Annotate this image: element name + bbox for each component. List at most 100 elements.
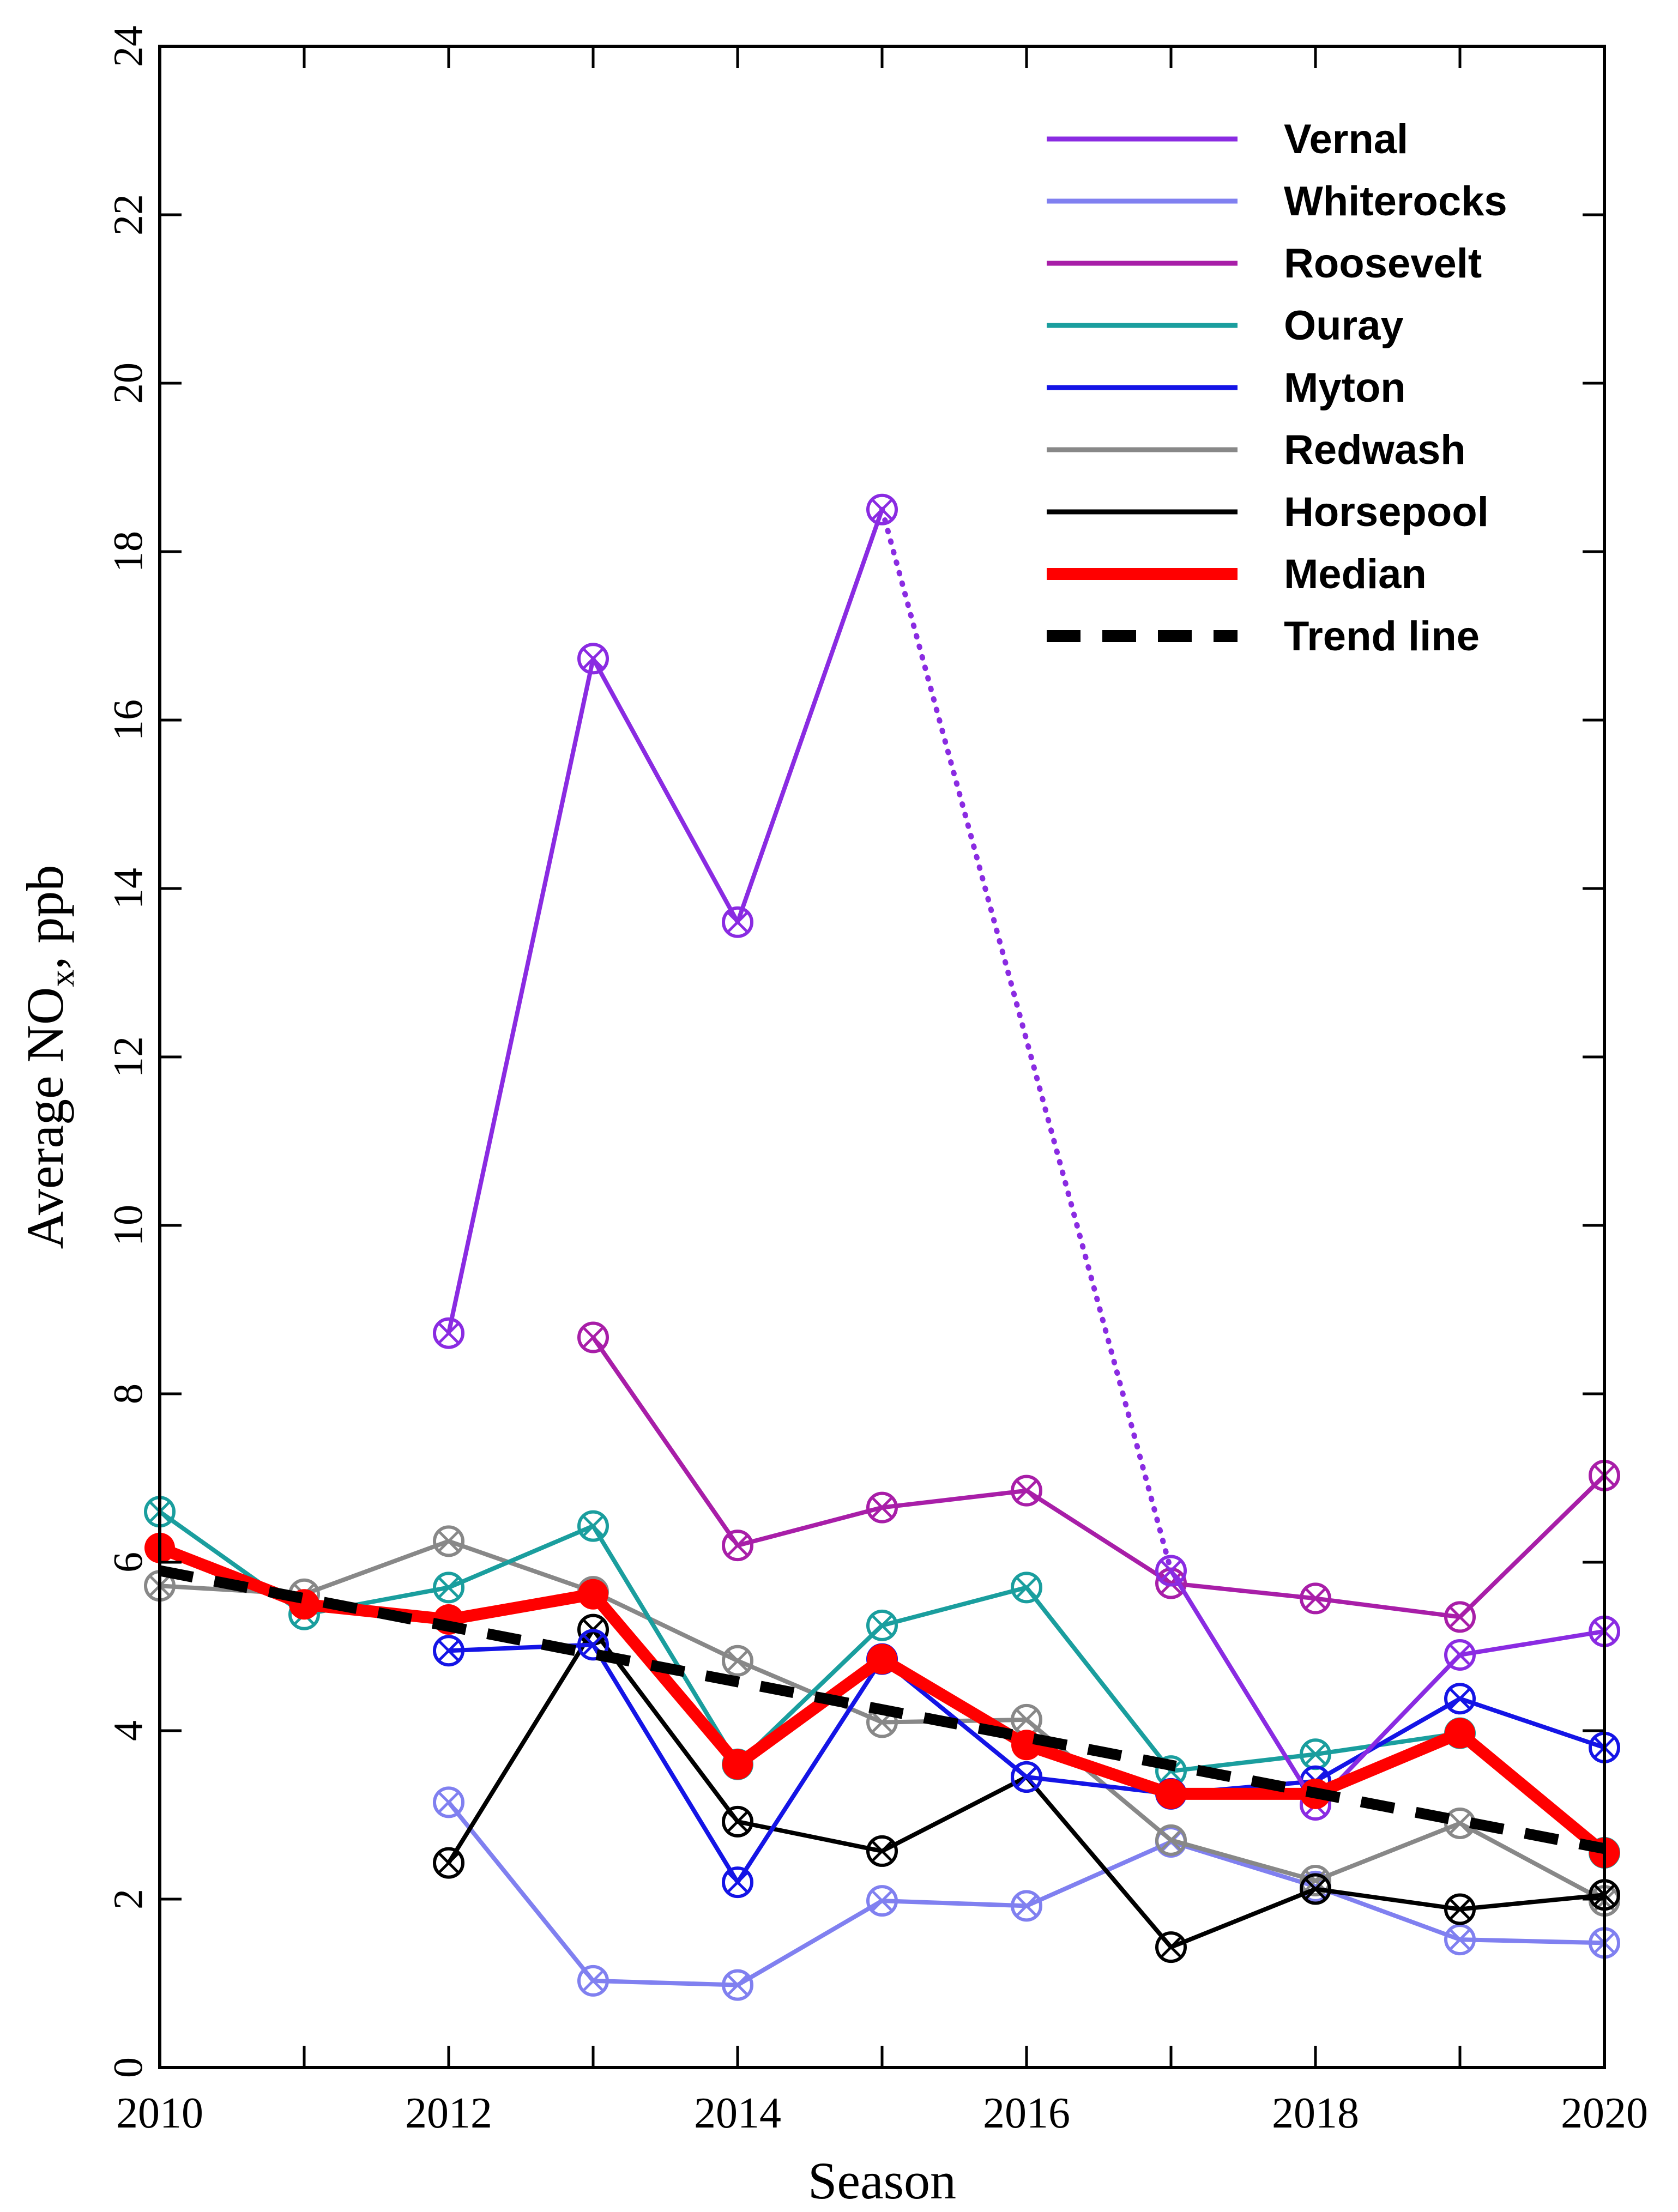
y-tick-label: 4 [105, 1720, 151, 1741]
series-segment-myton [1313, 1696, 1462, 1784]
series-segment-myton [591, 1642, 740, 1885]
data-point-median [867, 1643, 897, 1675]
data-point-whiterocks [1011, 1890, 1042, 1922]
data-point-ouray-cross-b [1160, 1760, 1182, 1782]
x-tick-label: 2018 [1272, 2089, 1359, 2137]
series-segment-horsepool [735, 1819, 884, 1853]
data-point-ouray-cross-b [437, 1576, 460, 1599]
data-point-whiterocks [722, 1969, 753, 2001]
series-segment-median [1454, 1727, 1610, 1859]
legend-item-roosevelt: Roosevelt [1047, 240, 1482, 287]
data-point-roosevelt [1300, 1582, 1331, 1615]
data-point-roosevelt [722, 1530, 753, 1562]
y-tick-label: 10 [105, 1205, 151, 1246]
legend-label-ouray: Ouray [1284, 303, 1404, 349]
data-point-horsepool-cross-b [1160, 1936, 1182, 1959]
x-tick-label: 2010 [116, 2089, 203, 2137]
series-segment-whiterocks [1458, 1937, 1607, 1945]
data-point-vernal [433, 1317, 464, 1349]
series-segment-ouray [1313, 1731, 1462, 1757]
y-tick-label: 6 [105, 1552, 151, 1573]
data-point-redwash-cross-b [1448, 1812, 1471, 1835]
data-point-median [1445, 1718, 1475, 1749]
series-whiterocks [433, 1786, 1620, 2001]
series-segment-vernal [1169, 1568, 1318, 1807]
legend-label-horsepool: Horsepool [1284, 489, 1489, 535]
data-point-vernal-cross-b [871, 498, 894, 521]
data-point-roosevelt-cross-b [582, 1326, 605, 1349]
series-segment-whiterocks [880, 1899, 1029, 1908]
data-point-horsepool [722, 1805, 753, 1838]
series-segment-roosevelt [1313, 1596, 1462, 1619]
legend-item-vernal: Vernal [1047, 116, 1408, 162]
y-tick-label: 12 [105, 1036, 151, 1078]
legend-label-vernal: Vernal [1284, 116, 1408, 162]
y-tick-label: 2 [105, 1889, 151, 1909]
legend-item-whiterocks: Whiterocks [1047, 178, 1507, 225]
series-segment-myton [735, 1657, 884, 1885]
series-segment-horsepool [880, 1774, 1029, 1853]
series-median [144, 1532, 1620, 1869]
series-segment-horsepool [1024, 1774, 1173, 1950]
legend-label-whiterocks: Whiterocks [1284, 178, 1507, 225]
data-point-vernal [1444, 1639, 1476, 1671]
data-point-roosevelt-cross-b [1304, 1587, 1327, 1610]
data-point-ouray [577, 1510, 609, 1542]
series-segment-median [443, 1588, 599, 1626]
data-point-horsepool-cross-b [437, 1852, 460, 1875]
data-point-vernal-cross-b [437, 1322, 460, 1345]
series-segment-whiterocks [735, 1899, 884, 1987]
data-point-horsepool-cross-b [1448, 1898, 1471, 1921]
series-segment-median [587, 1588, 744, 1770]
series-segment-horsepool [1169, 1887, 1318, 1950]
series-segment-ouray [591, 1524, 740, 1767]
data-point-myton-cross-b [582, 1633, 605, 1656]
data-point-ouray-cross-b [1304, 1743, 1327, 1766]
data-point-horsepool [433, 1847, 464, 1879]
series-segment-redwash [446, 1539, 595, 1594]
y-tick-label: 0 [105, 2057, 151, 2078]
series-segment-vernal [1458, 1629, 1607, 1657]
data-point-vernal [866, 493, 898, 525]
series-segment-ouray [880, 1585, 1029, 1628]
data-point-vernal-cross-b [582, 647, 605, 670]
data-point-redwash [1300, 1865, 1331, 1897]
series-segment-roosevelt [591, 1335, 740, 1548]
data-point-myton-cross-b [437, 1639, 460, 1662]
data-point-median [578, 1579, 608, 1610]
y-tick-label: 20 [105, 362, 151, 404]
series-segment-horsepool [446, 1627, 595, 1865]
data-point-ouray [866, 1609, 898, 1641]
data-point-redwash [722, 1645, 753, 1677]
series-segment-redwash [1458, 1821, 1607, 1903]
data-point-whiterocks-cross-b [1015, 1894, 1038, 1917]
data-point-whiterocks-cross-b [871, 1889, 894, 1912]
y-tick-label: 14 [105, 868, 151, 909]
series-segment-redwash [591, 1590, 740, 1663]
data-point-whiterocks [577, 1965, 609, 1997]
x-tick-label: 2020 [1561, 2089, 1648, 2137]
y-axis-label-main: Average NO [16, 987, 74, 1249]
data-point-vernal [1155, 1555, 1187, 1587]
series-segment-redwash [1313, 1821, 1462, 1883]
series-segment-vernal [735, 507, 884, 924]
series-segment-whiterocks [591, 1978, 740, 1987]
data-point-myton [577, 1629, 609, 1661]
data-point-redwash [433, 1525, 464, 1557]
data-point-whiterocks [1444, 1924, 1476, 1956]
data-point-ouray-cross-b [1015, 1576, 1038, 1599]
series-segment-redwash [735, 1658, 884, 1725]
series-segment-roosevelt [1458, 1473, 1607, 1619]
data-point-horsepool-cross-b [1304, 1877, 1327, 1900]
y-axis-label-suffix: , ppb [16, 865, 74, 970]
series-segment-redwash [1169, 1838, 1318, 1883]
data-point-myton-cross-b [1448, 1687, 1471, 1710]
data-point-whiterocks [433, 1786, 464, 1818]
data-point-myton-cross-b [1015, 1766, 1038, 1788]
legend-item-horsepool: Horsepool [1047, 489, 1489, 535]
data-point-roosevelt [1011, 1474, 1042, 1507]
legend-label-redwash: Redwash [1284, 427, 1466, 473]
data-point-roosevelt [866, 1491, 898, 1524]
series-line-trend-line [159, 1565, 1605, 1854]
y-axis-label: Average NOx, ppb [16, 865, 81, 1249]
